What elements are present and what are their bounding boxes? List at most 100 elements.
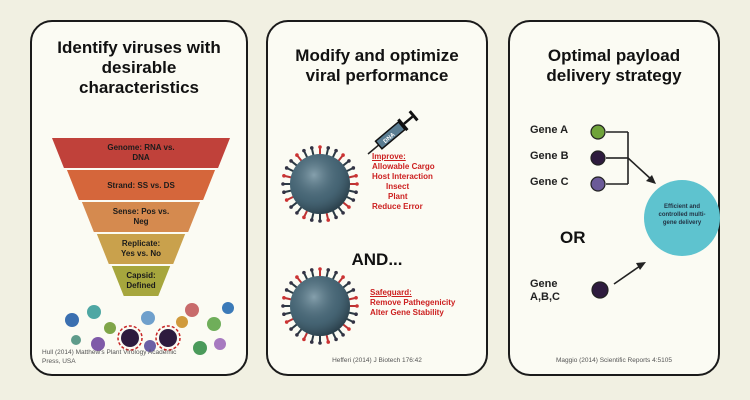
citation: Maggio (2014) Scientific Reports 4:5105 [556, 357, 672, 364]
virus-spike-tip [347, 281, 351, 285]
virus-spike-tip [284, 198, 289, 202]
virus-spike-tip [341, 333, 345, 337]
funnel-tier-label: Genome: RNA vs. [107, 143, 174, 152]
virus-spike-tip [326, 146, 331, 150]
virus-spike-tip [302, 215, 306, 220]
safeguard-heading: Safeguard: [370, 288, 412, 297]
virus-spike-tip [309, 268, 314, 272]
gene-abc-line: A,B,C [530, 291, 560, 303]
panel-payload-delivery: Optimal payload delivery strategy Gene A… [508, 20, 720, 376]
gene-c-dot [590, 176, 606, 192]
virus-spike-tip [351, 166, 356, 170]
virus-dot [71, 335, 81, 345]
improve-item: Allowable Cargo [372, 162, 435, 171]
virus-spike-tip [295, 333, 299, 337]
virus-dot [65, 313, 79, 327]
virus-spike-tip [284, 320, 289, 324]
result-circle [644, 180, 720, 256]
virus-spike-tip [284, 288, 289, 292]
panel-identify-viruses: Identify viruses with desirable characte… [30, 20, 248, 376]
virus-spike-tip [318, 145, 322, 149]
virus-spike-tip [309, 340, 314, 344]
virus-spike-tip [354, 295, 358, 300]
citation-line: Hull (2014) Matthew's Plant Virology Aca… [42, 349, 177, 356]
improve-item: Reduce Error [372, 202, 423, 211]
selection-ring [155, 325, 181, 351]
virus-spike-tip [334, 148, 338, 153]
bracket-connector [606, 131, 629, 185]
virus-spike-tip [351, 198, 356, 202]
title-line: viral performance [305, 66, 449, 85]
virus-spike-tip [281, 182, 285, 186]
virus-particle-icon [281, 145, 359, 223]
virus-spike-tip [351, 288, 356, 292]
virus-spike-tip [355, 182, 359, 186]
virus-dot [159, 329, 177, 347]
virus-spike-tip [326, 340, 331, 344]
title-line: Optimal payload [547, 46, 681, 65]
virus-spike-tip [351, 320, 356, 324]
arrow-icon [627, 157, 656, 184]
virus-spike-tip [326, 218, 331, 222]
virus-spike-tip [347, 159, 351, 163]
virus-spike-tip [284, 166, 289, 170]
virus-dot [193, 341, 207, 355]
panel-title: Modify and optimize viral performance [274, 46, 480, 86]
virus-spike-tip [309, 146, 314, 150]
virus-spike-tip [309, 218, 314, 222]
virus-spike-tip [282, 173, 286, 178]
virus-spike-tip [334, 215, 338, 220]
virus-spike-tip [341, 153, 345, 157]
funnel-tier-label: Capsid: [126, 271, 155, 280]
virus-spike-tip [302, 148, 306, 153]
virus-spike-tip [281, 304, 285, 308]
gene-b-dot [590, 150, 606, 166]
virus-dot [222, 302, 234, 314]
funnel-tier-label: DNA [132, 153, 150, 162]
gene-abc-label: Gene A,B,C [530, 278, 560, 304]
virus-spike-tip [302, 337, 306, 342]
gene-a-dot [590, 124, 606, 140]
virus-spike-tip [354, 190, 358, 195]
citation: Hefferi (2014) J Biotech 176:42 [332, 357, 422, 364]
improve-item: Insect [386, 182, 410, 191]
funnel-tier-label: Replicate: [122, 239, 160, 248]
virus-spike-tip [318, 219, 322, 223]
funnel-tier-label: Sense: Pos vs. [113, 207, 169, 216]
result-text: Efficient and [664, 204, 700, 210]
delivery-diagram: Efficient and controlled multi- gene del… [590, 124, 720, 299]
funnel-tier [96, 234, 186, 264]
result-text: controlled multi- [659, 212, 706, 218]
virus-dot [176, 316, 188, 328]
virus-dot [185, 303, 199, 317]
virus-dot [121, 329, 139, 347]
virus-spike-tip [289, 327, 293, 331]
selection-ring [117, 325, 143, 351]
virus-spike-tip [295, 211, 299, 215]
funnel-tier [111, 266, 171, 296]
funnel-diagram: Genome: RNA vs.DNA Strand: SS vs. DS Sense… [52, 138, 234, 355]
citation: Hull (2014) Matthew's Plant Virology Aca… [42, 348, 242, 366]
virus-spike-tip [354, 312, 358, 317]
panel-modify-optimize: Modify and optimize viral performance [266, 20, 488, 376]
safeguard-list: Safeguard: Remove Pathegenicity Alter Ge… [370, 288, 455, 318]
safeguard-item: Remove Pathegenicity [370, 298, 456, 307]
improve-heading: Improve: [372, 152, 406, 161]
panel-title: Optimal payload delivery strategy [516, 46, 712, 86]
syringe-icon: DNA [367, 110, 419, 155]
improve-item: Host Interaction [372, 172, 433, 181]
virus-illustration: DNA [281, 110, 419, 345]
virus-spike-tip [295, 275, 299, 279]
title-line: Identify viruses with [57, 38, 221, 57]
virus-spike-tip [289, 159, 293, 163]
virus-spike-tip [295, 153, 299, 157]
funnel-tier-label: Defined [126, 281, 155, 290]
arrow-icon [613, 262, 646, 285]
virus-spike-tip [326, 268, 331, 272]
title-line: characteristics [78, 78, 200, 97]
funnel-tier [52, 138, 230, 168]
panel-title: Identify viruses with desirable characte… [38, 38, 240, 98]
funnel-tier-label: Neg [133, 217, 148, 226]
title-line: Modify and optimize [295, 46, 459, 65]
virus-spike-tip [341, 211, 345, 215]
